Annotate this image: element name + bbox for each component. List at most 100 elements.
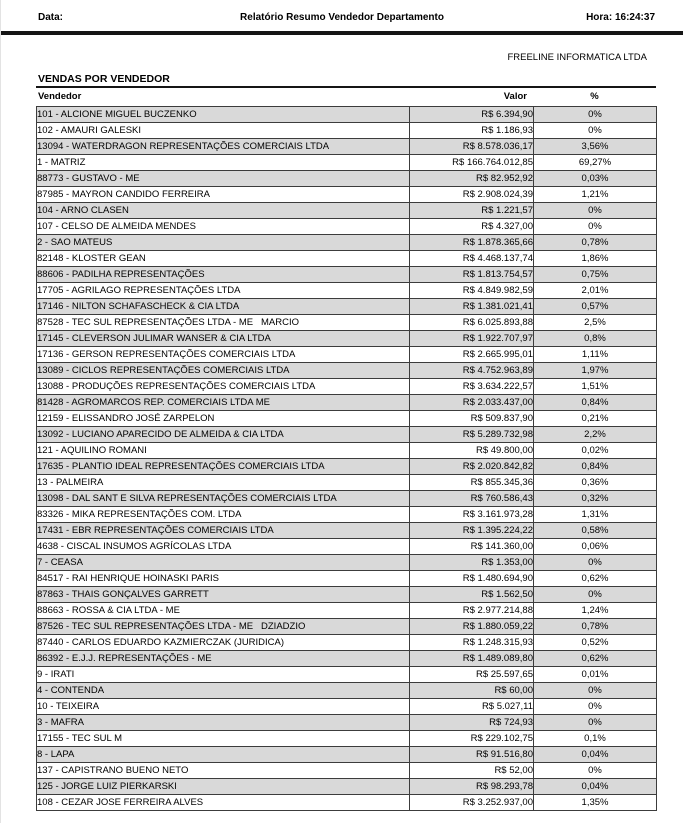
- vendor-name-cell: 87526 - TEC SUL REPRESENTAÇÕES LTDA - ME…: [36, 618, 410, 635]
- vendor-name-cell: 88773 - GUSTAVO - ME: [36, 170, 410, 187]
- vendor-name-cell: 87528 - TEC SUL REPRESENTAÇÕES LTDA - ME…: [36, 314, 410, 331]
- vendor-value-cell: R$ 91.516,80: [409, 746, 534, 763]
- vendor-value-cell: R$ 4.849.982,59: [409, 282, 534, 299]
- vendor-value-cell: R$ 1.186,93: [409, 122, 534, 139]
- vendor-percent-cell: 0,03%: [533, 170, 657, 187]
- vendor-percent-cell: 0%: [533, 106, 657, 123]
- table-row: 88663 - ROSSA & CIA LTDA - ME R$ 2.977.21…: [36, 602, 657, 619]
- table-row: 84517 - RAI HENRIQUE HOINASKI PARIS R$ 1.…: [36, 570, 657, 587]
- vendor-name-cell: 88663 - ROSSA & CIA LTDA - ME: [36, 602, 410, 619]
- table-row: 17145 - CLEVERSON JULIMAR WANSER & CIA L…: [36, 330, 657, 347]
- vendor-value-cell: R$ 60,00: [409, 682, 534, 699]
- vendor-percent-cell: 0%: [533, 218, 657, 235]
- vendor-name-cell: 17145 - CLEVERSON JULIMAR WANSER & CIA L…: [36, 330, 410, 347]
- vendor-value-cell: R$ 1.878.365,66: [409, 234, 534, 251]
- vendor-name-cell: 17146 - NILTON SCHAFASCHECK & CIA LTDA: [36, 298, 410, 315]
- table-row: 82148 - KLOSTER GEAN R$ 4.468.137,74 1,86%: [36, 250, 657, 267]
- table-row: 8 - LAPA R$ 91.516,80 0,04%: [36, 746, 657, 763]
- vendor-name-cell: 88606 - PADILHA REPRESENTAÇÕES: [36, 266, 410, 283]
- table-row: 121 - AQUILINO ROMANI R$ 49.800,00 0,02%: [36, 442, 657, 459]
- vendor-value-cell: R$ 1.880.059,22: [409, 618, 534, 635]
- vendor-sales-table: 101 - ALCIONE MIGUEL BUCZENKO R$ 6.394,90…: [36, 106, 657, 811]
- vendor-name-cell: 83326 - MIKA REPRESENTAÇÕES COM. LTDA: [36, 506, 410, 523]
- vendor-name-cell: 84517 - RAI HENRIQUE HOINASKI PARIS: [36, 570, 410, 587]
- vendor-table-body: 101 - ALCIONE MIGUEL BUCZENKO R$ 6.394,90…: [36, 106, 657, 811]
- table-row: 17705 - AGRILAGO REPRESENTAÇÕES LTDA R$ 4…: [36, 282, 657, 299]
- vendor-name-cell: 107 - CELSO DE ALMEIDA MENDES: [36, 218, 410, 235]
- vendor-percent-cell: 0,1%: [533, 730, 657, 747]
- vendor-value-cell: R$ 141.360,00: [409, 538, 534, 555]
- vendor-percent-cell: 1,35%: [533, 794, 657, 811]
- vendor-percent-cell: 2,01%: [533, 282, 657, 299]
- column-header-vendedor: Vendedor: [38, 91, 82, 102]
- vendor-value-cell: R$ 3.252.937,00: [409, 794, 534, 811]
- vendor-percent-cell: 0,04%: [533, 746, 657, 763]
- table-row: 104 - ARNO CLASEN R$ 1.221,57 0%: [36, 202, 657, 219]
- table-row: 13094 - WATERDRAGON REPRESENTAÇÕES COMER…: [36, 138, 657, 155]
- table-row: 102 - AMAURI GALESKI R$ 1.186,93 0%: [36, 122, 657, 139]
- vendor-percent-cell: 0,78%: [533, 618, 657, 635]
- table-row: 9 - IRATI R$ 25.597,65 0,01%: [36, 666, 657, 683]
- vendor-percent-cell: 0,01%: [533, 666, 657, 683]
- vendor-name-cell: 1 - MATRIZ: [36, 154, 410, 171]
- vendor-name-cell: 102 - AMAURI GALESKI: [36, 122, 410, 139]
- vendor-name-cell: 13088 - PRODUÇÕES REPRESENTAÇÕES COMERCI…: [36, 378, 410, 395]
- vendor-value-cell: R$ 2.020.842,82: [409, 458, 534, 475]
- table-row: 81428 - AGROMARCOS REP. COMERCIAIS LTDA …: [36, 394, 657, 411]
- table-row: 137 - CAPISTRANO BUENO NETO R$ 52,00 0%: [36, 762, 657, 779]
- table-row: 87863 - THAIS GONÇALVES GARRETT R$ 1.562,…: [36, 586, 657, 603]
- vendor-value-cell: R$ 509.837,90: [409, 410, 534, 427]
- vendor-value-cell: R$ 6.025.893,88: [409, 314, 534, 331]
- table-column-headers: Vendedor Valor %: [36, 91, 656, 102]
- vendor-value-cell: R$ 4.468.137,74: [409, 250, 534, 267]
- table-row: 4638 - CISCAL INSUMOS AGRÍCOLAS LTDA R$ 1…: [36, 538, 657, 555]
- vendor-name-cell: 137 - CAPISTRANO BUENO NETO: [36, 762, 410, 779]
- vendor-value-cell: R$ 25.597,65: [409, 666, 534, 683]
- vendor-name-cell: 101 - ALCIONE MIGUEL BUCZENKO: [36, 106, 410, 123]
- vendor-percent-cell: 0%: [533, 122, 657, 139]
- table-row: 1 - MATRIZ R$ 166.764.012,85 69,27%: [36, 154, 657, 171]
- vendor-value-cell: R$ 1.353,00: [409, 554, 534, 571]
- table-row: 86392 - E.J.J. REPRESENTAÇÕES - ME R$ 1.4…: [36, 650, 657, 667]
- vendor-percent-cell: 0,06%: [533, 538, 657, 555]
- table-row: 13088 - PRODUÇÕES REPRESENTAÇÕES COMERCI…: [36, 378, 657, 395]
- table-row: 4 - CONTENDA R$ 60,00 0%: [36, 682, 657, 699]
- vendor-name-cell: 125 - JORGE LUIZ PIERKARSKI: [36, 778, 410, 795]
- vendor-value-cell: R$ 49.800,00: [409, 442, 534, 459]
- vendor-percent-cell: 0,21%: [533, 410, 657, 427]
- table-row: 125 - JORGE LUIZ PIERKARSKI R$ 98.293,78 0…: [36, 778, 657, 795]
- column-header-percent: %: [590, 91, 599, 102]
- vendor-value-cell: R$ 1.221,57: [409, 202, 534, 219]
- table-row: 17155 - TEC SUL M R$ 229.102,75 0,1%: [36, 730, 657, 747]
- vendor-percent-cell: 0,04%: [533, 778, 657, 795]
- vendor-value-cell: R$ 2.908.024,39: [409, 186, 534, 203]
- vendor-value-cell: R$ 1.489.089,80: [409, 650, 534, 667]
- vendor-percent-cell: 0%: [533, 762, 657, 779]
- vendor-percent-cell: 1,86%: [533, 250, 657, 267]
- table-row: 88606 - PADILHA REPRESENTAÇÕES R$ 1.813.7…: [36, 266, 657, 283]
- vendor-name-cell: 13098 - DAL SANT E SILVA REPRESENTAÇÕES …: [36, 490, 410, 507]
- vendor-name-cell: 17635 - PLANTIO IDEAL REPRESENTAÇÕES COM…: [36, 458, 410, 475]
- vendor-name-cell: 13094 - WATERDRAGON REPRESENTAÇÕES COMER…: [36, 138, 410, 155]
- vendor-percent-cell: 0%: [533, 554, 657, 571]
- vendor-value-cell: R$ 166.764.012,85: [409, 154, 534, 171]
- vendor-percent-cell: 0,32%: [533, 490, 657, 507]
- vendor-percent-cell: 0,62%: [533, 570, 657, 587]
- vendor-name-cell: 87863 - THAIS GONÇALVES GARRETT: [36, 586, 410, 603]
- vendor-percent-cell: 0%: [533, 682, 657, 699]
- vendor-name-cell: 17136 - GERSON REPRESENTAÇÕES COMERCIAIS…: [36, 346, 410, 363]
- table-row: 87440 - CARLOS EDUARDO KAZMIERCZAK (JURI…: [36, 634, 657, 651]
- vendor-value-cell: R$ 229.102,75: [409, 730, 534, 747]
- table-row: 101 - ALCIONE MIGUEL BUCZENKO R$ 6.394,90…: [36, 106, 657, 123]
- vendor-value-cell: R$ 1.395.224,22: [409, 522, 534, 539]
- vendor-value-cell: R$ 2.665.995,01: [409, 346, 534, 363]
- table-row: 108 - CEZAR JOSE FERREIRA ALVES R$ 3.252.…: [36, 794, 657, 811]
- vendor-name-cell: 8 - LAPA: [36, 746, 410, 763]
- table-row: 87985 - MAYRON CANDIDO FERREIRA R$ 2.908.…: [36, 186, 657, 203]
- vendor-percent-cell: 69,27%: [533, 154, 657, 171]
- table-row: 87528 - TEC SUL REPRESENTAÇÕES LTDA - ME…: [36, 314, 657, 331]
- table-row: 2 - SAO MATEUS R$ 1.878.365,66 0,78%: [36, 234, 657, 251]
- vendor-percent-cell: 1,51%: [533, 378, 657, 395]
- vendor-name-cell: 4 - CONTENDA: [36, 682, 410, 699]
